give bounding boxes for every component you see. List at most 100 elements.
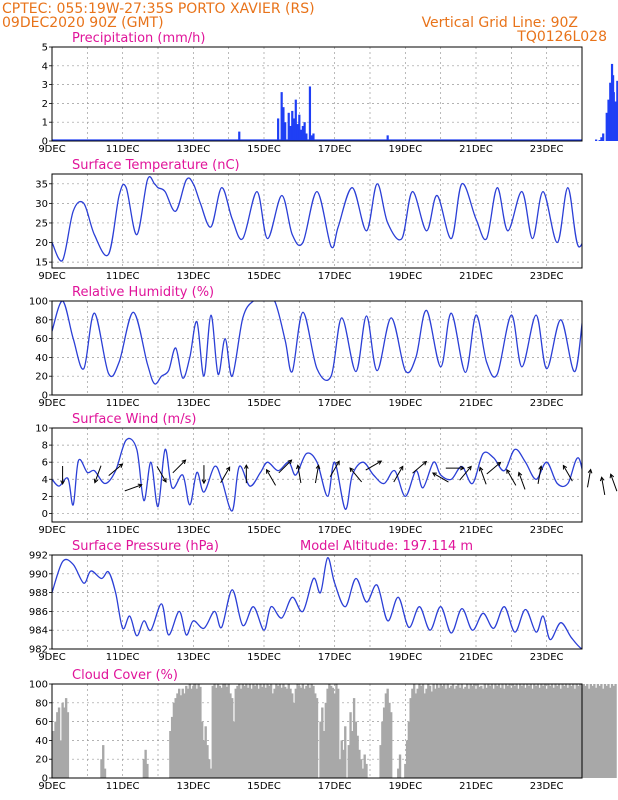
precip-bar bbox=[308, 86, 312, 141]
cloud-bar bbox=[268, 685, 271, 778]
cloud-bar bbox=[100, 759, 103, 778]
wind-arrow bbox=[478, 466, 487, 485]
cloud-bar bbox=[451, 684, 455, 778]
cloud-bar bbox=[324, 702, 328, 778]
cloud-bar bbox=[253, 685, 257, 778]
precip-bar bbox=[616, 116, 618, 141]
cloud-bar bbox=[259, 684, 262, 778]
temp-y-tick-label: 25 bbox=[35, 218, 48, 229]
cloud-bar bbox=[199, 686, 202, 778]
wind-arrow bbox=[156, 466, 167, 483]
pres-y-tick-label: 988 bbox=[29, 588, 48, 599]
cloud-bar bbox=[174, 698, 177, 778]
wind-arrow-shaft bbox=[124, 484, 142, 492]
cloud-bar bbox=[278, 684, 282, 778]
cloud-bar bbox=[331, 687, 335, 778]
cloud-bar bbox=[238, 684, 241, 778]
wind-x-tick-label: 9DEC bbox=[38, 525, 65, 536]
precip-bar bbox=[277, 118, 280, 141]
cloud-x-tick-label: 9DEC bbox=[38, 781, 65, 792]
cloud-bar bbox=[349, 712, 352, 778]
wind-arrow-shaft bbox=[108, 463, 123, 477]
cloud-x-tick-label: 13DEC bbox=[176, 781, 210, 792]
cloud-bar bbox=[146, 763, 149, 778]
temp-frame bbox=[51, 173, 583, 269]
cloud-bar bbox=[432, 684, 435, 778]
rh-line bbox=[52, 301, 582, 385]
cloud-bar bbox=[241, 684, 244, 778]
cloud-bar bbox=[220, 687, 223, 778]
pres-x-tick-label: 11DEC bbox=[106, 652, 140, 663]
cloud-x-tick-label: 19DEC bbox=[388, 781, 422, 792]
wind-arrow-shaft bbox=[349, 467, 363, 483]
wind-arrow bbox=[486, 461, 502, 475]
cloud-bar bbox=[200, 721, 204, 778]
cloud-bar bbox=[511, 684, 515, 778]
cloud-bar bbox=[285, 688, 289, 778]
cloud-bar bbox=[321, 707, 324, 778]
precip-y-tick-label: 4 bbox=[42, 61, 48, 72]
cloud-bar bbox=[229, 693, 232, 778]
cloud-bar bbox=[485, 687, 488, 778]
wind-arrow bbox=[296, 464, 302, 484]
cloud-bar bbox=[384, 693, 388, 778]
cloud-bar bbox=[573, 688, 577, 778]
wind-arrow-shaft bbox=[610, 474, 618, 492]
panel-title-wind: Surface Wind (m/s) bbox=[72, 412, 196, 427]
wind-arrow-shaft bbox=[278, 459, 292, 474]
cloud-bar bbox=[301, 684, 305, 778]
pres-grid bbox=[52, 555, 582, 649]
wind-arrow-head bbox=[287, 459, 293, 465]
cloud-bar bbox=[276, 685, 280, 778]
precip-bar bbox=[296, 124, 299, 141]
wind-arrow-head bbox=[377, 460, 383, 465]
wind-arrow-shaft bbox=[156, 466, 167, 483]
wind-y-tick-label: 0 bbox=[42, 509, 48, 520]
cloud-bar bbox=[269, 684, 273, 778]
cloud-bar bbox=[64, 698, 68, 778]
precip-x-tick-label: 13DEC bbox=[176, 144, 210, 155]
cloud-bar bbox=[455, 685, 458, 778]
wind-x-tick-label: 21DEC bbox=[459, 525, 493, 536]
panel-precipitation: Precipitation (mm/h) 0 1 2 3 4 5 9DEC 11DEC 13D… bbox=[38, 31, 618, 155]
cloud-bar bbox=[347, 745, 350, 778]
precip-bar bbox=[616, 80, 618, 141]
wind-arrow bbox=[365, 460, 383, 471]
cloud-bar bbox=[363, 754, 366, 778]
precip-x-tick-label: 9DEC bbox=[38, 144, 65, 155]
pres-y-tick-label: 984 bbox=[29, 626, 48, 637]
cloud-y-tick-label: 0 bbox=[42, 774, 48, 785]
pres-series-line bbox=[52, 557, 582, 649]
cloud-bar bbox=[522, 684, 525, 778]
cloud-bar bbox=[518, 684, 522, 778]
cloud-bar bbox=[476, 684, 479, 778]
cloud-bar bbox=[322, 731, 326, 778]
cloud-bar bbox=[299, 687, 303, 778]
cloud-bar bbox=[577, 685, 580, 778]
wind-arrow bbox=[278, 459, 293, 474]
temp-x-tick-label: 15DEC bbox=[247, 271, 281, 282]
cloud-bar bbox=[557, 684, 561, 778]
wind-arrow-shaft bbox=[314, 465, 320, 484]
wind-arrow-shaft bbox=[172, 459, 186, 474]
wind-arrow bbox=[517, 471, 526, 490]
wind-arrow-head bbox=[478, 466, 484, 472]
cloud-bar bbox=[538, 687, 541, 778]
temp-y-tick-label: 20 bbox=[35, 238, 48, 249]
wind-arrow-head bbox=[60, 480, 65, 486]
wind-arrow-head bbox=[422, 460, 428, 466]
wind-arrow-shaft bbox=[329, 460, 340, 478]
cloud-bar bbox=[488, 685, 492, 778]
cloud-bar bbox=[586, 684, 589, 778]
rh-x-tick-label: 13DEC bbox=[176, 398, 210, 409]
cloud-bar bbox=[566, 687, 570, 778]
cloud-bar bbox=[563, 685, 566, 778]
cloud-bar bbox=[517, 688, 520, 778]
cloud-bar bbox=[607, 684, 610, 778]
cloud-bar bbox=[520, 685, 524, 778]
cloud-bar bbox=[204, 726, 207, 778]
wind-arrow bbox=[93, 465, 102, 484]
wind-line bbox=[52, 437, 582, 512]
wind-arrow-head bbox=[609, 473, 615, 479]
cloud-bar bbox=[465, 684, 469, 778]
